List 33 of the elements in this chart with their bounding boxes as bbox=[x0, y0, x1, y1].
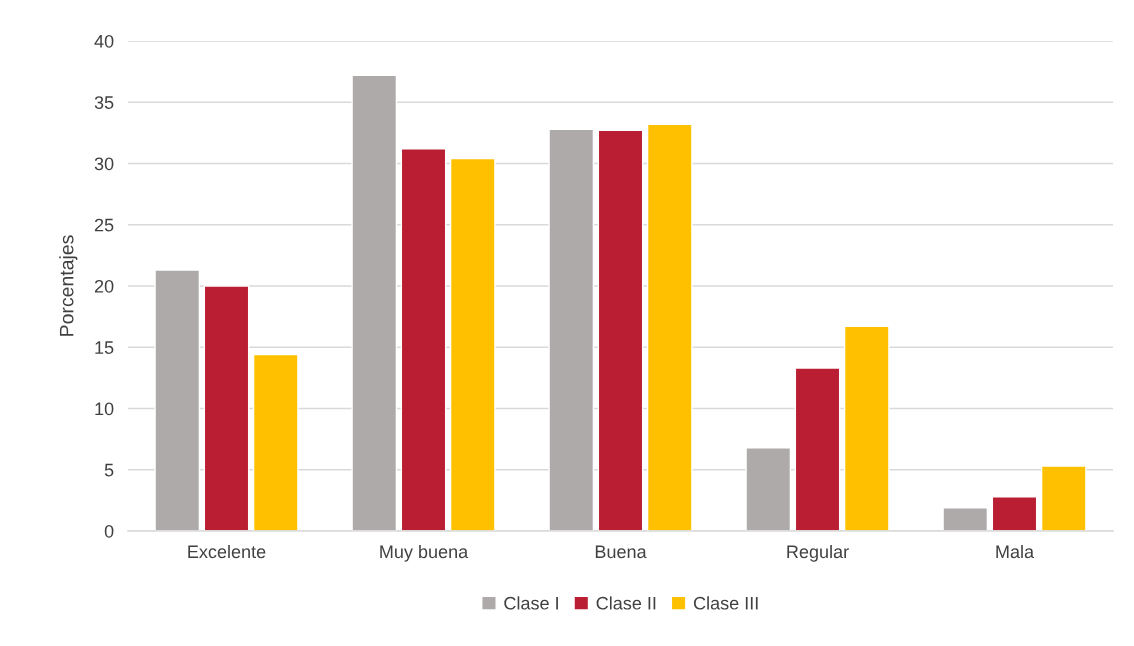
x-tick-label: Mala bbox=[996, 544, 1035, 559]
bar bbox=[942, 507, 989, 531]
bar bbox=[400, 148, 447, 531]
y-tick-label: 40 bbox=[94, 34, 114, 48]
bar bbox=[597, 129, 644, 531]
legend-label: Clase I bbox=[504, 596, 558, 610]
legend-label: Clase II bbox=[596, 596, 656, 610]
bar bbox=[351, 74, 398, 531]
y-tick-label: 5 bbox=[104, 463, 114, 477]
bar bbox=[843, 325, 890, 531]
bar bbox=[991, 496, 1038, 531]
bar bbox=[745, 447, 792, 531]
y-axis-title: Porcentajes bbox=[59, 235, 78, 336]
y-tick-label: 30 bbox=[94, 157, 114, 171]
bar bbox=[646, 123, 693, 531]
y-tick-label: 25 bbox=[94, 218, 114, 232]
y-tick-label: 20 bbox=[94, 279, 114, 293]
y-tick-label: 10 bbox=[95, 402, 114, 416]
legend-label: Clase III bbox=[693, 596, 758, 610]
bar bbox=[794, 367, 841, 531]
bar bbox=[548, 128, 595, 531]
bar bbox=[1040, 465, 1087, 531]
bar bbox=[449, 157, 496, 531]
y-tick-label: 35 bbox=[94, 96, 114, 109]
x-tick-label: Excelente bbox=[188, 544, 266, 559]
x-tick-label: Regular bbox=[787, 544, 849, 562]
bar bbox=[154, 269, 201, 531]
y-tick-label: 0 bbox=[104, 524, 114, 538]
y-tick-label: 15 bbox=[95, 341, 114, 354]
bar bbox=[252, 353, 299, 531]
bar bbox=[203, 285, 250, 531]
x-tick-label: Muy buena bbox=[380, 544, 469, 562]
x-tick-label: Buena bbox=[595, 545, 647, 559]
